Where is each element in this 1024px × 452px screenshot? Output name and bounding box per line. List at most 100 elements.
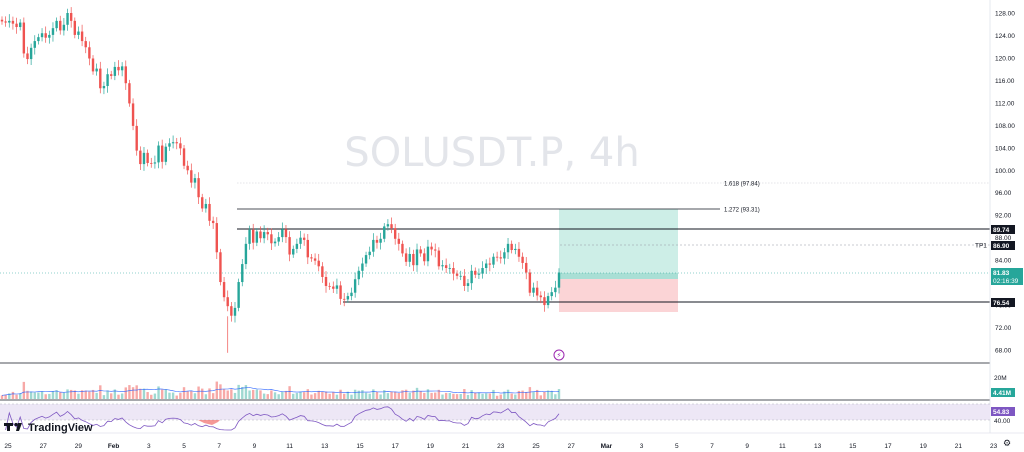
candle-body[interactable] bbox=[69, 13, 73, 21]
candle-body[interactable] bbox=[146, 152, 149, 163]
candle-body[interactable] bbox=[4, 21, 7, 23]
candle-body[interactable] bbox=[128, 83, 131, 104]
candle-body[interactable] bbox=[306, 239, 310, 258]
candle-body[interactable] bbox=[295, 243, 299, 249]
candle-body[interactable] bbox=[15, 23, 18, 28]
candle-body[interactable] bbox=[193, 178, 197, 183]
loss-zone[interactable] bbox=[559, 279, 678, 312]
tradingview-logo[interactable]: TradingView bbox=[4, 422, 93, 434]
candle-body[interactable] bbox=[525, 262, 528, 273]
candle-body[interactable] bbox=[484, 263, 488, 268]
candle-body[interactable] bbox=[255, 231, 259, 243]
candle-body[interactable] bbox=[379, 238, 382, 243]
candle-body[interactable] bbox=[386, 224, 390, 227]
candle-body[interactable] bbox=[441, 265, 444, 267]
candle-body[interactable] bbox=[160, 145, 164, 162]
candle-body[interactable] bbox=[455, 273, 459, 276]
candle-body[interactable] bbox=[131, 103, 135, 126]
candle-body[interactable] bbox=[393, 228, 397, 239]
candle-body[interactable] bbox=[521, 256, 524, 263]
candle-body[interactable] bbox=[91, 58, 95, 72]
candle-body[interactable] bbox=[459, 275, 462, 277]
candle-body[interactable] bbox=[117, 66, 120, 71]
candle-body[interactable] bbox=[40, 33, 44, 38]
candle-body[interactable] bbox=[37, 37, 40, 42]
candle-body[interactable] bbox=[372, 239, 375, 252]
candle-body[interactable] bbox=[506, 243, 510, 253]
candle-body[interactable] bbox=[368, 251, 371, 256]
candle-body[interactable] bbox=[95, 68, 98, 72]
candle-body[interactable] bbox=[434, 249, 437, 251]
candle-body[interactable] bbox=[415, 249, 419, 266]
candle-body[interactable] bbox=[222, 282, 226, 298]
candle-body[interactable] bbox=[8, 20, 11, 23]
candle-body[interactable] bbox=[80, 31, 84, 42]
candle-body[interactable] bbox=[0, 19, 4, 22]
candle-body[interactable] bbox=[375, 239, 379, 243]
candle-body[interactable] bbox=[266, 232, 269, 235]
event-flash-icon[interactable] bbox=[553, 349, 565, 361]
candle-body[interactable] bbox=[99, 68, 102, 89]
candle-body[interactable] bbox=[364, 255, 368, 264]
candle-body[interactable] bbox=[259, 231, 262, 239]
candle-body[interactable] bbox=[197, 178, 200, 198]
candle-body[interactable] bbox=[281, 229, 284, 238]
candle-body[interactable] bbox=[251, 229, 255, 243]
candle-body[interactable] bbox=[175, 142, 178, 144]
candle-body[interactable] bbox=[26, 53, 29, 60]
candle-body[interactable] bbox=[302, 237, 306, 240]
time-axis[interactable]: 25 27 29 Feb 3 5 7 9 11 13 15 17 19 21 23 25 27 Mar 3 5 7 9 11… bbox=[4, 443, 997, 450]
profit-zone[interactable] bbox=[559, 209, 678, 273]
candle-body[interactable] bbox=[437, 250, 441, 267]
candle-body[interactable] bbox=[110, 74, 113, 76]
candle-body[interactable] bbox=[157, 145, 160, 163]
candle-body[interactable] bbox=[211, 220, 215, 224]
candle-body[interactable] bbox=[208, 203, 211, 221]
candle-body[interactable] bbox=[317, 260, 320, 267]
candle-body[interactable] bbox=[313, 258, 317, 261]
candle-body[interactable] bbox=[397, 238, 401, 244]
candle-body[interactable] bbox=[343, 298, 346, 300]
candle-body[interactable] bbox=[230, 306, 233, 316]
candle-body[interactable] bbox=[29, 47, 33, 60]
candle-body[interactable] bbox=[201, 197, 204, 209]
candle-body[interactable] bbox=[59, 20, 62, 31]
candle-body[interactable] bbox=[190, 170, 193, 183]
candle-body[interactable] bbox=[106, 74, 109, 87]
candle-body[interactable] bbox=[84, 41, 87, 48]
candle-body[interactable] bbox=[503, 252, 506, 259]
candle-body[interactable] bbox=[514, 248, 517, 251]
candle-body[interactable] bbox=[22, 22, 26, 54]
candle-body[interactable] bbox=[466, 283, 470, 286]
candle-body[interactable] bbox=[477, 273, 481, 275]
candle-body[interactable] bbox=[182, 148, 186, 166]
candle-body[interactable] bbox=[401, 243, 404, 254]
candle-body[interactable] bbox=[124, 66, 127, 84]
candle-body[interactable] bbox=[554, 287, 557, 293]
candle-body[interactable] bbox=[142, 152, 146, 165]
candle-body[interactable] bbox=[546, 296, 550, 306]
candle-body[interactable] bbox=[219, 252, 222, 283]
candle-body[interactable] bbox=[66, 13, 69, 25]
candle-body[interactable] bbox=[357, 270, 360, 280]
candle-body[interactable] bbox=[102, 86, 106, 89]
candle-body[interactable] bbox=[270, 234, 273, 244]
candle-body[interactable] bbox=[248, 229, 251, 244]
candle-body[interactable] bbox=[292, 248, 295, 255]
candlestick-series[interactable] bbox=[0, 7, 561, 353]
candle-body[interactable] bbox=[179, 143, 182, 149]
candle-body[interactable] bbox=[532, 287, 535, 293]
candle-body[interactable] bbox=[412, 253, 415, 266]
candle-body[interactable] bbox=[262, 232, 266, 239]
candle-body[interactable] bbox=[419, 249, 422, 254]
candle-body[interactable] bbox=[171, 142, 175, 144]
candle-body[interactable] bbox=[88, 47, 91, 59]
candle-body[interactable] bbox=[55, 20, 58, 29]
candle-body[interactable] bbox=[499, 257, 502, 259]
candle-body[interactable] bbox=[495, 256, 499, 258]
candle-body[interactable] bbox=[557, 272, 561, 288]
candle-body[interactable] bbox=[350, 292, 353, 297]
candle-body[interactable] bbox=[404, 253, 408, 262]
candle-body[interactable] bbox=[44, 33, 47, 38]
candle-body[interactable] bbox=[463, 275, 466, 286]
